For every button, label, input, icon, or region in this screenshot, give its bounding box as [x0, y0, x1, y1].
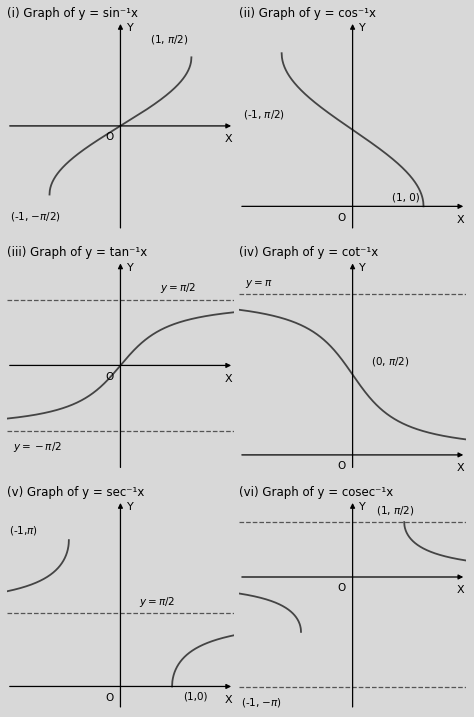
- Text: (ii) Graph of y = cos⁻¹x: (ii) Graph of y = cos⁻¹x: [239, 7, 376, 20]
- Text: Y: Y: [127, 262, 134, 272]
- Text: (-1,$\pi$): (-1,$\pi$): [9, 524, 38, 537]
- Text: O: O: [337, 461, 346, 471]
- Text: Y: Y: [127, 502, 134, 512]
- Text: (-1, $\pi$/2): (-1, $\pi$/2): [243, 108, 285, 120]
- Text: (-1, $-\pi$/2): (-1, $-\pi$/2): [10, 210, 61, 223]
- Text: X: X: [225, 374, 233, 384]
- Text: $y = -\pi/2$: $y = -\pi/2$: [13, 440, 62, 454]
- Text: (i) Graph of y = sin⁻¹x: (i) Graph of y = sin⁻¹x: [7, 7, 138, 20]
- Text: (-1, $-\pi$): (-1, $-\pi$): [241, 696, 283, 709]
- Text: X: X: [225, 134, 233, 144]
- Text: $y = \pi/2$: $y = \pi/2$: [138, 595, 174, 609]
- Text: X: X: [225, 695, 233, 705]
- Text: Y: Y: [359, 262, 366, 272]
- Text: (vi) Graph of y = cosec⁻¹x: (vi) Graph of y = cosec⁻¹x: [239, 486, 393, 499]
- Text: Y: Y: [359, 502, 366, 512]
- Text: X: X: [457, 215, 465, 224]
- Text: Y: Y: [127, 23, 134, 33]
- Text: (1, $\pi$/2): (1, $\pi$/2): [376, 504, 414, 517]
- Text: Y: Y: [359, 23, 366, 33]
- Text: X: X: [457, 585, 465, 595]
- Text: O: O: [337, 213, 346, 223]
- Text: (0, $\pi$/2): (0, $\pi$/2): [371, 355, 409, 368]
- Text: (1,0): (1,0): [183, 691, 208, 701]
- Text: O: O: [105, 371, 114, 381]
- Text: X: X: [457, 463, 465, 473]
- Text: (1, $\pi$/2): (1, $\pi$/2): [150, 33, 189, 46]
- Text: (iii) Graph of y = tan⁻¹x: (iii) Graph of y = tan⁻¹x: [7, 247, 147, 260]
- Text: O: O: [105, 132, 114, 142]
- Text: (1, 0): (1, 0): [392, 192, 419, 202]
- Text: O: O: [105, 693, 114, 703]
- Text: $y = \pi/2$: $y = \pi/2$: [160, 281, 196, 295]
- Text: $y=\pi$: $y=\pi$: [245, 278, 272, 290]
- Text: (v) Graph of y = sec⁻¹x: (v) Graph of y = sec⁻¹x: [7, 486, 144, 499]
- Text: O: O: [337, 584, 346, 593]
- Text: (iv) Graph of y = cot⁻¹x: (iv) Graph of y = cot⁻¹x: [239, 247, 378, 260]
